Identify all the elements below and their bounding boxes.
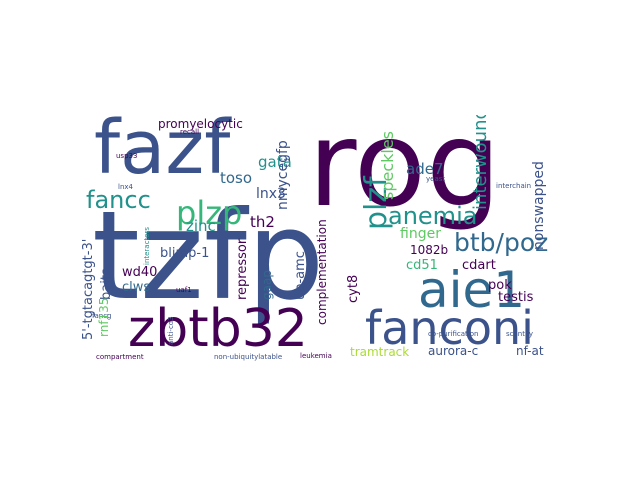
word-uaf1: uaf1	[176, 286, 192, 294]
word-th2: th2	[250, 213, 275, 231]
word-leukemia: leukemia	[300, 352, 332, 360]
word-pok: pok	[488, 278, 512, 293]
word-yeast: yeast	[426, 175, 446, 183]
word-lnx3: lnx3	[256, 186, 286, 202]
word-repressor: repressor	[235, 238, 250, 300]
word-wd40: wd40	[122, 265, 158, 280]
word-rnf135: rnf135	[97, 297, 111, 337]
word-nmycegfp: nmycegfp	[275, 140, 291, 210]
word-aie1: aie1	[418, 261, 526, 319]
word-fancc: fancc	[86, 186, 151, 214]
word-interchain: interchain	[496, 182, 532, 190]
word-plzp: plzp	[176, 194, 243, 232]
word-gata: gata	[258, 153, 292, 171]
word-co-purification: co-purification	[428, 330, 479, 338]
word-baits: baits	[99, 268, 114, 300]
word-promyelocytic: promyelocytic	[158, 117, 243, 131]
word-fancg: fancg	[92, 312, 112, 320]
word-tzfp: tzfp	[92, 185, 325, 327]
word-tramtrack: tramtrack	[350, 345, 410, 359]
word-anemia: anemia	[388, 202, 478, 230]
word-scantily: scantily	[506, 330, 533, 338]
word-non-ubiquitylatable: non-ubiquitylatable	[214, 353, 283, 361]
word-recall: recall	[180, 128, 200, 136]
word-rog: rog	[308, 115, 502, 233]
word-fazf: fazf	[94, 115, 231, 191]
word-gaap: gaap	[260, 270, 274, 300]
word-aurora-c: aurora-c	[428, 344, 479, 358]
word-complementation: complementation	[315, 219, 329, 325]
word-speckles: speckles	[378, 130, 397, 200]
word-usp33: usp33	[116, 152, 138, 160]
word-blimp-1: blimp-1	[160, 246, 210, 261]
word-interwound: interwound	[470, 115, 491, 210]
word-cyt8: cyt8	[346, 274, 361, 303]
word-1082b: 1082b	[410, 243, 449, 257]
word-nonswapped: nonswapped	[531, 161, 547, 250]
word-toso: toso	[220, 169, 253, 187]
word-ub-amc: ub-amc	[293, 251, 308, 300]
word-compartment: compartment	[96, 353, 144, 361]
word-zbtb32: zbtb32	[128, 299, 308, 359]
word-zinc: zinc	[186, 217, 216, 235]
word-nf-at: nf-at	[516, 344, 544, 358]
word-testis: testis	[498, 290, 534, 305]
word-lnx4: lnx4	[118, 183, 133, 191]
word-cd51: cd51	[406, 258, 438, 273]
word-anti-cd3: anti-cd3	[167, 316, 175, 345]
word-finger: finger	[400, 226, 441, 242]
word-fanconi: fanconi	[365, 301, 534, 355]
word-tgtacagtgt: 5'-tgtacagtgt-3'	[81, 238, 96, 340]
word-clws: clws	[122, 280, 151, 295]
word-cloud: rog tzfp fazf zbtb32 fanconi aie1 plzp f…	[80, 115, 562, 365]
word-btb-poz: btb/poz	[454, 228, 549, 257]
word-ade7: ade7	[406, 160, 444, 178]
word-interactors: interactors	[143, 226, 151, 265]
word-cdart: cdart	[462, 258, 496, 273]
